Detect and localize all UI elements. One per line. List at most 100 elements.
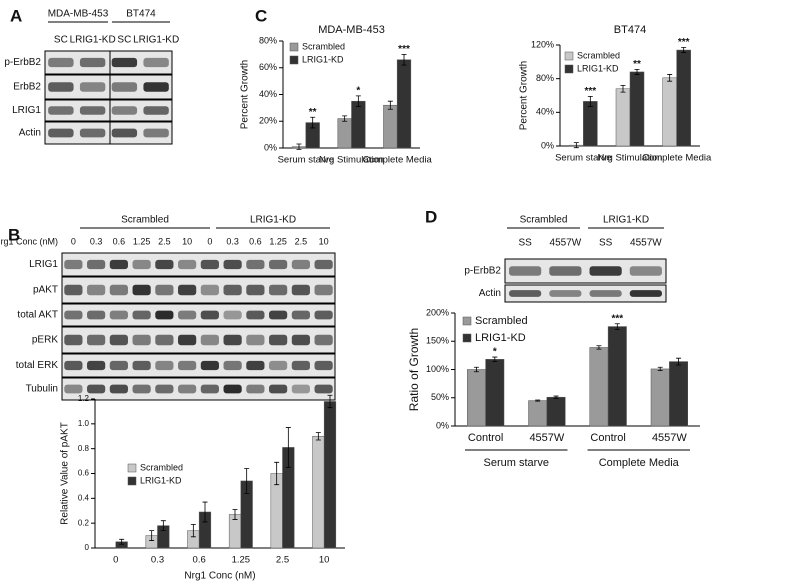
band — [79, 57, 106, 68]
y-tick-label: 150% — [426, 336, 449, 346]
y-tick-label: 0% — [541, 140, 554, 150]
error-bar — [573, 142, 579, 149]
lane-label: 10 — [182, 236, 192, 246]
x-tick-label: Serum starve — [278, 155, 335, 166]
band — [589, 290, 622, 297]
band — [132, 310, 151, 320]
lane-label: 1.25 — [133, 236, 151, 246]
y-tick-label: 1.0 — [78, 419, 90, 428]
legend-label: Scrambled — [475, 315, 528, 327]
blot-row-label: LRIG1 — [12, 105, 41, 116]
chart-title: BT474 — [614, 24, 646, 36]
error-bar — [342, 115, 348, 122]
error-bar — [202, 501, 208, 523]
x-axis-label: Nrg1 Conc (nM) — [184, 571, 255, 582]
band — [269, 334, 288, 346]
band — [143, 82, 169, 92]
error-bar — [232, 509, 238, 520]
band — [178, 259, 197, 270]
y-tick-label: 200% — [426, 307, 449, 317]
band — [629, 290, 662, 297]
band — [64, 384, 83, 394]
bar — [351, 100, 366, 149]
significance: ** — [309, 107, 317, 118]
band — [155, 310, 174, 320]
error-bar — [401, 53, 407, 66]
error-bar — [274, 461, 280, 486]
bar — [615, 88, 631, 147]
band — [155, 284, 174, 296]
group-label: Complete Media — [599, 457, 680, 469]
legend-swatch — [462, 316, 472, 326]
lane-label: SS — [518, 238, 532, 249]
y-tick-label: 60% — [259, 62, 277, 72]
error-bar — [492, 356, 498, 362]
y-tick-label: 80% — [536, 73, 554, 83]
blot-row-label: pERK — [32, 335, 58, 346]
y-tick-label: 80% — [259, 35, 277, 45]
lane-label: LRIG1-KD — [70, 35, 116, 46]
band — [64, 360, 83, 371]
band — [48, 106, 74, 115]
blot-row — [61, 252, 336, 277]
significance: *** — [611, 313, 623, 324]
band — [48, 82, 74, 92]
band — [200, 334, 219, 346]
band — [132, 360, 151, 371]
legend-label: LRIG1-KD — [475, 332, 526, 344]
error-bar — [355, 95, 361, 107]
blot-row-label: Actin — [479, 288, 501, 299]
error-bar — [657, 366, 663, 372]
blot-row — [61, 303, 336, 327]
y-tick-label: 20% — [259, 116, 277, 126]
band — [246, 310, 265, 320]
x-tick-label: 0.6 — [193, 555, 206, 566]
panel-letter: D — [425, 207, 437, 226]
x-tick-label: Serum starve — [555, 153, 612, 164]
error-bar — [473, 366, 479, 373]
blot-row — [44, 121, 173, 145]
band — [79, 128, 106, 138]
blot-row-label: p-ErbB2 — [4, 57, 41, 68]
panel-letter: C — [255, 6, 267, 25]
band — [629, 266, 662, 276]
lane-label: 0.3 — [90, 236, 103, 246]
x-tick-label: 4557W — [652, 432, 687, 444]
blot-row-label: total AKT — [17, 310, 58, 321]
band — [314, 259, 333, 270]
y-axis-label: Percent Growth — [240, 60, 251, 129]
y-tick-label: 1.2 — [78, 394, 90, 403]
band — [509, 266, 542, 276]
y-tick-label: 100% — [426, 364, 449, 374]
error-bar — [244, 468, 250, 494]
band — [109, 334, 128, 346]
x-tick-label: 0 — [113, 555, 118, 566]
lane-label: SC — [54, 35, 68, 46]
blot-row — [44, 99, 173, 122]
band — [291, 360, 310, 371]
significance: *** — [398, 44, 410, 55]
band — [111, 128, 138, 138]
legend-swatch — [127, 463, 137, 473]
band — [269, 284, 288, 296]
lane-label: SC — [117, 35, 131, 46]
band — [178, 384, 197, 394]
band — [178, 310, 197, 320]
blot-group-label: Scrambled — [520, 215, 568, 226]
band — [155, 334, 174, 346]
band — [269, 310, 288, 320]
band — [549, 290, 582, 297]
band — [291, 334, 310, 346]
y-tick-label: 40% — [536, 107, 554, 117]
y-tick-label: 0.2 — [78, 518, 90, 527]
y-tick-label: 0.6 — [78, 469, 90, 478]
blot-row-label: pAKT — [33, 285, 58, 296]
band — [314, 310, 333, 320]
band — [269, 384, 288, 394]
band — [111, 57, 138, 68]
bar — [546, 396, 566, 427]
y-tick-label: 0% — [436, 420, 449, 430]
bar — [669, 361, 688, 427]
bar — [629, 71, 645, 147]
x-tick-label: 2.5 — [276, 555, 289, 566]
